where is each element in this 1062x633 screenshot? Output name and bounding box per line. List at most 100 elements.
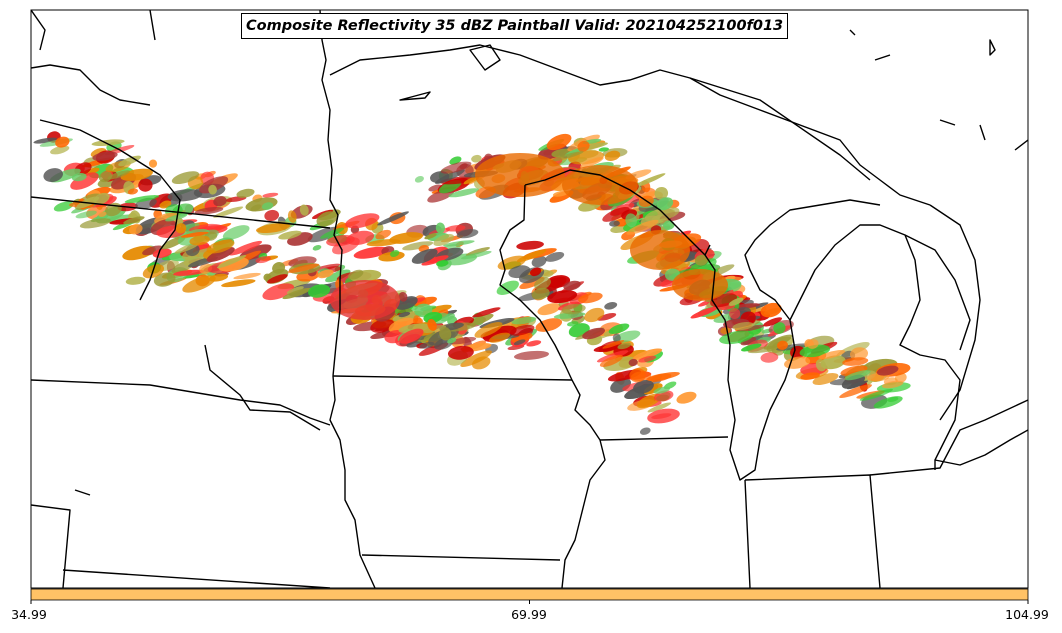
reflectivity-blob: [127, 188, 139, 195]
state-border-ne-ks: [31, 504, 331, 588]
reflectivity-core: [475, 153, 565, 197]
reflectivity-blob: [632, 348, 663, 360]
state-border-ia-mo: [361, 554, 561, 561]
reflectivity-blob: [165, 213, 188, 222]
reflectivity-blob: [263, 273, 272, 282]
reflectivity-blob: [602, 339, 625, 349]
reflectivity-blob: [859, 388, 893, 401]
reflectivity-blob: [460, 250, 492, 260]
reflectivity-blob: [876, 365, 899, 376]
reflectivity-blob: [471, 154, 482, 163]
reflectivity-blob: [92, 151, 118, 161]
reflectivity-blob: [233, 272, 261, 280]
reflectivity-blob: [264, 209, 280, 222]
reflectivity-blob: [626, 219, 659, 235]
reflectivity-blob: [639, 427, 651, 435]
reflectivity-blob: [644, 207, 680, 222]
reflectivity-blob: [436, 260, 449, 267]
state-border-mn-wi: [499, 184, 573, 381]
reflectivity-blob: [11, 144, 28, 159]
state-border-mn-west: [319, 10, 343, 377]
reflectivity-blob: [584, 307, 605, 323]
lake-of-woods: [469, 44, 501, 71]
reflectivity-blob: [784, 356, 811, 369]
reflectivity-blob: [773, 322, 786, 334]
reflectivity-blob: [398, 311, 411, 318]
reflectivity-blob: [267, 274, 288, 284]
reflectivity-blob: [118, 155, 141, 167]
reflectivity-blob: [617, 342, 631, 350]
reflectivity-blob: [604, 150, 621, 161]
reflectivity-blob: [345, 213, 380, 229]
reflectivity-blob: [612, 333, 621, 343]
reflectivity-blob: [33, 137, 57, 144]
reflectivity-blob: [472, 307, 501, 318]
reflectivity-blob: [435, 222, 446, 234]
reflectivity-blob: [173, 269, 205, 276]
reflectivity-core: [672, 269, 728, 301]
reflectivity-blob: [434, 169, 465, 185]
reflectivity-blob: [398, 291, 408, 302]
reflectivity-blob: [563, 280, 581, 291]
reflectivity-blob: [467, 313, 494, 327]
reflectivity-blob: [535, 318, 563, 332]
reflectivity-core: [562, 165, 638, 205]
lake-superior-shore: [329, 44, 931, 206]
reflectivity-blob: [818, 350, 846, 360]
reflectivity-blob: [799, 344, 831, 358]
reflectivity-blob: [449, 337, 477, 345]
reflectivity-blob: [125, 276, 146, 285]
reflectivity-blob: [582, 327, 606, 340]
reflectivity-blob: [638, 355, 657, 363]
reflectivity-blob: [171, 171, 200, 184]
reflectivity-blob: [282, 287, 312, 300]
reflectivity-blob: [375, 229, 392, 240]
reflectivity-blob: [222, 225, 250, 240]
reflectivity-blob: [213, 206, 244, 218]
reflectivity-blob: [728, 297, 744, 306]
reflectivity-blob: [763, 334, 793, 350]
reflectivity-blob: [443, 240, 475, 247]
reflectivity-blob: [286, 286, 304, 294]
reflectivity-blob: [208, 184, 217, 195]
reflectivity-blob: [325, 269, 351, 283]
reflectivity-blob: [694, 254, 709, 266]
state-border-ia-west: [329, 375, 376, 588]
reflectivity-blob: [456, 229, 479, 239]
reflectivity-blob: [221, 279, 256, 288]
reflectivity-blob: [129, 223, 143, 235]
reflectivity-blob: [760, 352, 779, 363]
lake-michigan-shore: [704, 199, 881, 481]
reflectivity-blob: [262, 192, 279, 198]
reflectivity-blob: [433, 233, 455, 247]
reflectivity-blob: [75, 210, 97, 219]
georgian-bay: [904, 234, 971, 351]
reflectivity-blob: [148, 159, 158, 168]
reflectivity-blob: [842, 357, 869, 366]
map-title: Composite Reflectivity 35 dBZ Paintball …: [241, 13, 789, 39]
reflectivity-blob: [199, 176, 229, 194]
state-border-sd-west: [204, 344, 321, 431]
reflectivity-blob: [602, 206, 630, 222]
missouri-river: [39, 119, 181, 301]
reflectivity-blob: [445, 225, 466, 232]
reflectivity-blob: [508, 265, 531, 279]
reflectivity-blob: [98, 211, 107, 217]
reflectivity-blob: [71, 172, 87, 182]
reflectivity-blob: [511, 316, 537, 325]
reflectivity-blob: [531, 287, 550, 300]
reflectivity-blob: [447, 337, 457, 344]
reflectivity-blob: [250, 204, 262, 212]
reflectivity-blob: [812, 373, 839, 385]
reflectivity-blob: [107, 170, 130, 180]
reflectivity-blob: [236, 188, 255, 198]
reflectivity-blob: [317, 269, 334, 279]
colorbar-tick-label-mid: 69.99: [511, 607, 547, 622]
reflectivity-blob: [530, 267, 542, 277]
reflectivity-blob: [741, 343, 762, 352]
reflectivity-core: [330, 280, 400, 320]
reflectivity-blob: [138, 178, 153, 192]
state-border-mt: [31, 10, 46, 51]
reflectivity-blob: [448, 188, 480, 198]
